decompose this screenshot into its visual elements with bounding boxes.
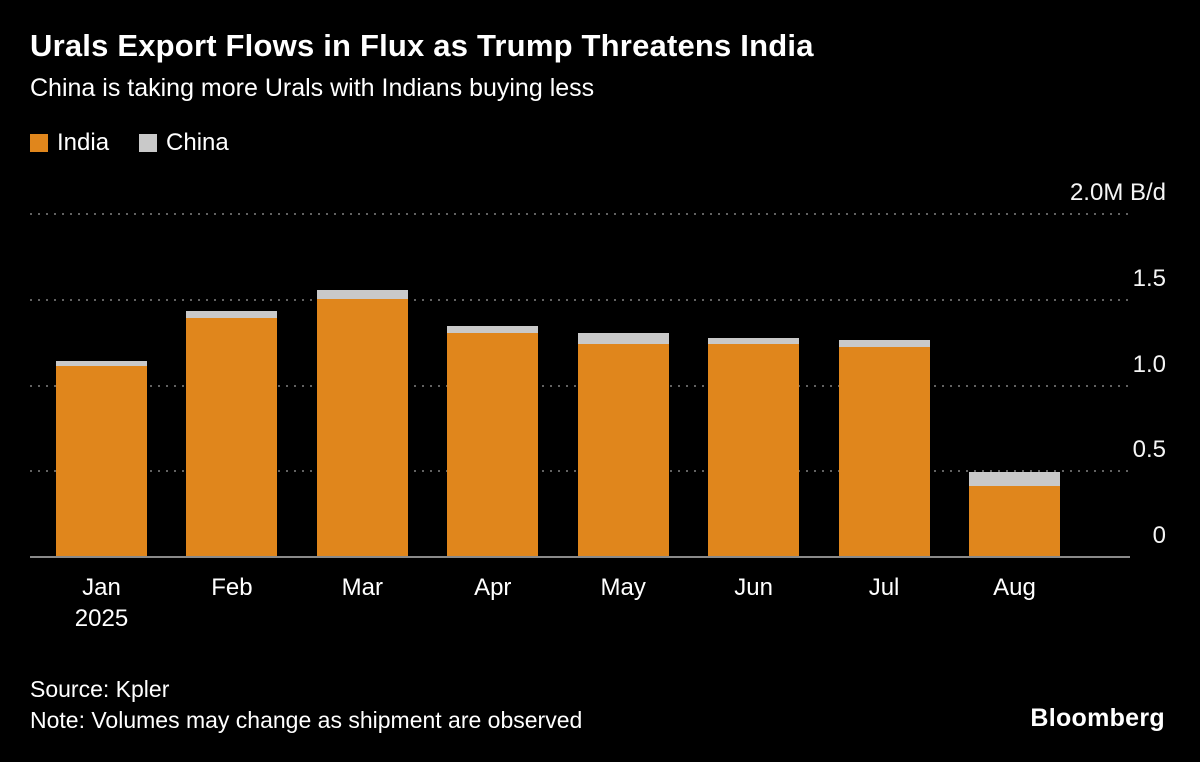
plot-area: 0 0.5 1.0 1.5 2.0M B/d xyxy=(30,179,1166,558)
bar-segment-india xyxy=(708,343,800,558)
legend-label-china: China xyxy=(166,129,229,156)
x-axis-labels: Jan 2025 Feb Mar Apr May Jun Jul Aug xyxy=(30,572,1130,634)
bar-segment-india xyxy=(186,317,278,558)
bar-segment-china xyxy=(968,472,1060,486)
y-axis-tick-label: 1.0 xyxy=(1132,350,1166,378)
bar-segment-india xyxy=(56,365,147,558)
bar-segment-india xyxy=(968,485,1060,558)
bar-segment-china xyxy=(838,340,930,348)
bar-segment-india xyxy=(316,299,408,558)
legend-item-india: India xyxy=(30,129,109,157)
bar-segment-china xyxy=(186,311,278,318)
legend-label-india: India xyxy=(57,129,110,156)
note-line: Note: Volumes may change as shipment are… xyxy=(30,706,583,733)
bar-jan xyxy=(56,360,147,558)
bar-apr xyxy=(447,326,539,558)
x-axis-label-jan: Jan 2025 xyxy=(74,574,129,633)
bar-jun xyxy=(708,338,800,558)
x-axis-label-mar: Mar xyxy=(341,574,384,601)
bar-segment-india xyxy=(577,343,669,558)
y-axis-tick-label: 1.5 xyxy=(1132,264,1166,292)
gridline xyxy=(30,298,1130,301)
bar-may xyxy=(577,333,669,558)
x-axis-line xyxy=(30,556,1130,558)
legend-item-china: China xyxy=(139,129,229,157)
y-axis-tick-label: 2.0M B/d xyxy=(1069,179,1166,206)
chart-footer: Source: Kpler Note: Volumes may change a… xyxy=(30,674,1165,735)
bar-segment-china xyxy=(577,333,669,344)
gridline xyxy=(30,213,1130,215)
bar-segment-china xyxy=(56,360,147,366)
x-axis-label-apr: Apr xyxy=(474,574,512,601)
bar-segment-china xyxy=(316,290,408,300)
x-axis-label-feb: Feb xyxy=(211,574,253,601)
legend: India China xyxy=(30,129,1165,157)
footnotes: Source: Kpler Note: Volumes may change a… xyxy=(30,674,582,735)
bar-segment-india xyxy=(447,333,539,558)
bar-segment-china xyxy=(708,338,800,344)
chart-subtitle: China is taking more Urals with Indians … xyxy=(30,74,595,102)
y-axis-tick-label: 0 xyxy=(1152,522,1166,549)
x-axis-label-jul: Jul xyxy=(868,574,900,601)
bloomberg-logo: Bloomberg xyxy=(1030,704,1165,733)
india-swatch-icon xyxy=(30,134,48,152)
bar-segment-china xyxy=(447,326,539,334)
y-axis-tick-label: 0.5 xyxy=(1132,436,1166,464)
x-axis-label-jun: Jun xyxy=(734,574,773,601)
bar-jul xyxy=(838,340,930,558)
bar-aug xyxy=(968,472,1060,558)
china-swatch-icon xyxy=(139,134,158,152)
bars-container xyxy=(30,215,1130,558)
source-line: Source: Kpler xyxy=(30,676,170,703)
bar-mar xyxy=(316,290,408,558)
chart-title: Urals Export Flows in Flux as Trump Thre… xyxy=(30,28,814,63)
x-axis-label-may: May xyxy=(600,574,646,601)
bar-feb xyxy=(186,311,278,558)
x-axis-label-aug: Aug xyxy=(993,574,1036,601)
bar-segment-india xyxy=(838,347,930,558)
